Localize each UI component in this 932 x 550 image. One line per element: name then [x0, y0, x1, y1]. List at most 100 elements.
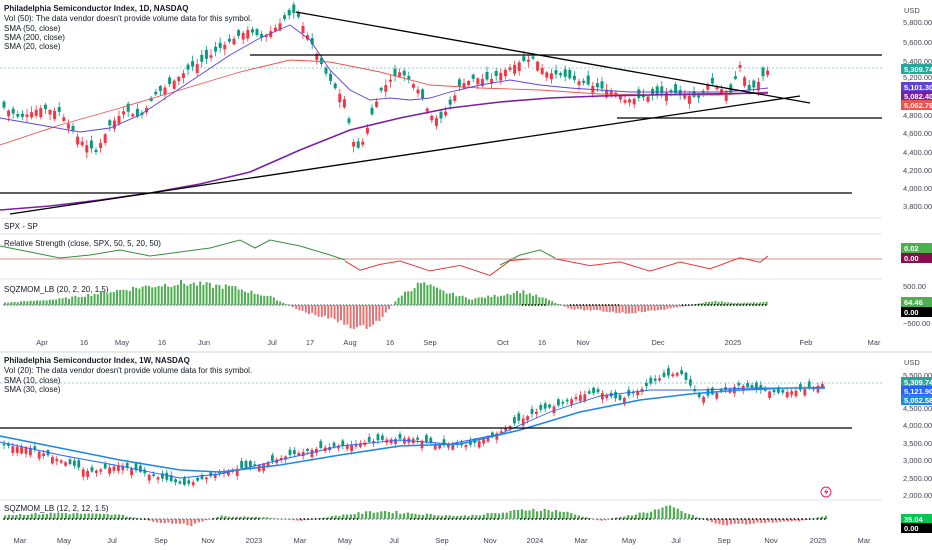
weekly-candle-body: [297, 452, 301, 456]
sqz-dot: [35, 304, 37, 306]
sqz-dot: [121, 304, 124, 306]
weekly-sqz-dot: [668, 518, 670, 520]
sqz-dot: [710, 304, 713, 306]
weekly-candle-body: [205, 477, 208, 480]
sqz-dot: [6, 304, 9, 306]
sqz-dot: [563, 304, 565, 306]
sqz-dot: [166, 304, 169, 306]
weekly-sqz-dot: [732, 518, 735, 520]
candle-body: [724, 92, 728, 101]
sqz-dot: [92, 304, 95, 306]
candle-body: [549, 73, 553, 80]
candle-body: [434, 118, 438, 126]
weekly-sqz-bar: [444, 515, 447, 519]
weekly-sqz-bar: [543, 508, 546, 519]
descending-trendline[interactable]: [295, 11, 811, 104]
weekly-candle-body: [2, 443, 6, 446]
weekly-sqz-dot: [766, 518, 769, 520]
sqz-bar: [170, 286, 173, 305]
weekly-sqz-dot: [337, 518, 340, 520]
weekly-sqz-bar: [741, 519, 744, 524]
sqz-dot: [611, 304, 613, 306]
lightning-icon[interactable]: [820, 486, 832, 498]
sqz-dot: [323, 304, 325, 306]
sqz-bar: [560, 305, 563, 306]
sqz-bar: [727, 302, 730, 305]
top-price-badge-bg: [901, 64, 932, 74]
weekly-candle-body: [244, 460, 248, 468]
candle-body: [168, 77, 172, 85]
sqz-bar: [237, 289, 240, 305]
sqz-dot: [479, 304, 482, 306]
top-price-tick: 4,000.00: [903, 184, 932, 193]
weekly-sqz-dot: [105, 518, 108, 520]
weekly-sqz-bar: [585, 517, 588, 519]
weekly-candle-body: [319, 441, 323, 448]
sqz-bar: [272, 297, 275, 305]
sqz-bar: [442, 290, 445, 305]
weekly-sqz-dot: [356, 518, 359, 520]
sqz-bar: [759, 302, 762, 305]
sqz-bar: [516, 291, 518, 305]
sqz-bar: [202, 284, 205, 305]
sqz-dot: [502, 304, 505, 306]
weekly-sqz-dot: [326, 518, 328, 520]
weekly-candle-body: [526, 416, 529, 421]
sqz-pane-label: SQZMOM_LB (20, 2, 20, 1.5): [4, 285, 109, 294]
weekly-candle-body: [667, 368, 670, 376]
weekly-sqz-bar: [520, 509, 523, 519]
sqz-bar: [378, 305, 381, 322]
candle-body: [264, 34, 268, 37]
weekly-candle-body: [156, 477, 160, 480]
price-badges: 5,309.745,101.305,082.405,062.790.020.00…: [901, 64, 932, 533]
weekly-candle-body: [187, 480, 191, 484]
weekly-sqz-dot: [322, 518, 325, 520]
weekly-sqz-bar: [4, 515, 7, 519]
candle-body: [457, 79, 461, 87]
candle-body: [30, 112, 34, 118]
weekly-sqz-dot: [462, 518, 465, 520]
weekly-candle-body: [513, 417, 516, 424]
sqz-dot: [614, 304, 617, 306]
weekly-sqz-bar: [353, 514, 356, 519]
weekly-candle-body: [15, 446, 19, 453]
sqz-dot: [691, 304, 693, 306]
weekly-sqz-bar: [91, 513, 94, 519]
weekly-sqz-bar: [384, 510, 387, 519]
bottom-time-tick: Nov: [201, 536, 215, 545]
sqz-dot: [204, 304, 207, 306]
weekly-sqz-bar: [186, 519, 189, 526]
sqz-dot: [588, 304, 591, 306]
sqz-bar: [26, 301, 29, 305]
sqz-bar: [279, 301, 282, 305]
weekly-sqz-dot: [493, 518, 496, 520]
weekly-sqz-bar: [137, 518, 140, 519]
weekly-sqz-bar: [745, 519, 748, 525]
ascending-trendline[interactable]: [9, 95, 801, 215]
candle-body: [214, 46, 218, 52]
weekly-sqz-bar: [224, 515, 227, 519]
sqz-dot: [585, 304, 588, 306]
sqz-dot: [147, 304, 149, 306]
sqz-dot: [271, 304, 274, 306]
sqz-bar: [400, 295, 403, 305]
sqz-bar: [20, 301, 22, 305]
sqz-bar: [532, 295, 534, 305]
weekly-sqz-dot: [383, 518, 385, 520]
weekly-sqz-dot: [63, 518, 66, 520]
candle-body: [338, 93, 342, 103]
weekly-sqz-bar: [182, 519, 185, 524]
weekly-sqz-dot: [554, 518, 556, 520]
candle-body: [223, 44, 227, 50]
weekly-sqz-bar: [589, 518, 592, 519]
sqz-bar: [576, 305, 579, 309]
sqz-dot: [537, 304, 540, 306]
candle-body: [76, 136, 80, 145]
candle-body: [453, 95, 457, 101]
top-time-tick: Mar: [868, 338, 881, 347]
weekly-candle-body: [636, 391, 639, 396]
sqz-bar: [490, 296, 493, 305]
sqz-bar: [112, 291, 115, 305]
weekly-sqz-bar: [756, 519, 759, 523]
sqz-bar: [151, 287, 154, 305]
